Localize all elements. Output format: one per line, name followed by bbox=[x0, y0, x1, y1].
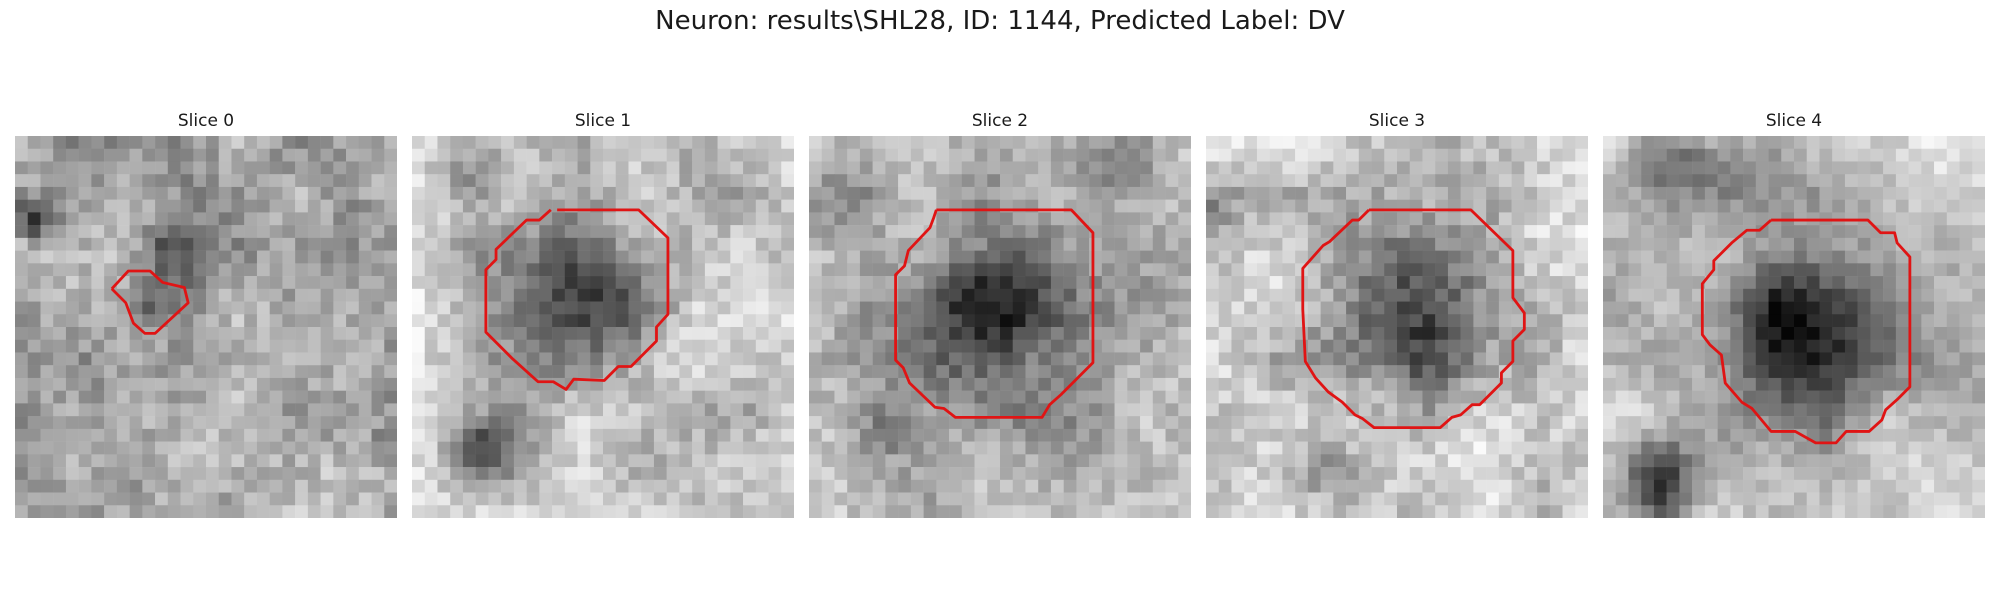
slice-panel-4: Slice 4 bbox=[1603, 108, 1985, 518]
slice-title: Slice 2 bbox=[809, 108, 1191, 134]
slice-image bbox=[15, 136, 397, 518]
slice-panel-1: Slice 1 bbox=[412, 108, 794, 518]
slice-image bbox=[1603, 136, 1985, 518]
slice-title: Slice 4 bbox=[1603, 108, 1985, 134]
slice-image bbox=[1206, 136, 1588, 518]
slice-image bbox=[809, 136, 1191, 518]
slice-title: Slice 1 bbox=[412, 108, 794, 134]
figure-title: Neuron: results\SHL28, ID: 1144, Predict… bbox=[0, 6, 2000, 36]
slice-panel-2: Slice 2 bbox=[809, 108, 1191, 518]
slice-panel-0: Slice 0 bbox=[15, 108, 397, 518]
slice-title: Slice 0 bbox=[15, 108, 397, 134]
slice-panel-3: Slice 3 bbox=[1206, 108, 1588, 518]
slice-title: Slice 3 bbox=[1206, 108, 1588, 134]
slice-image bbox=[412, 136, 794, 518]
